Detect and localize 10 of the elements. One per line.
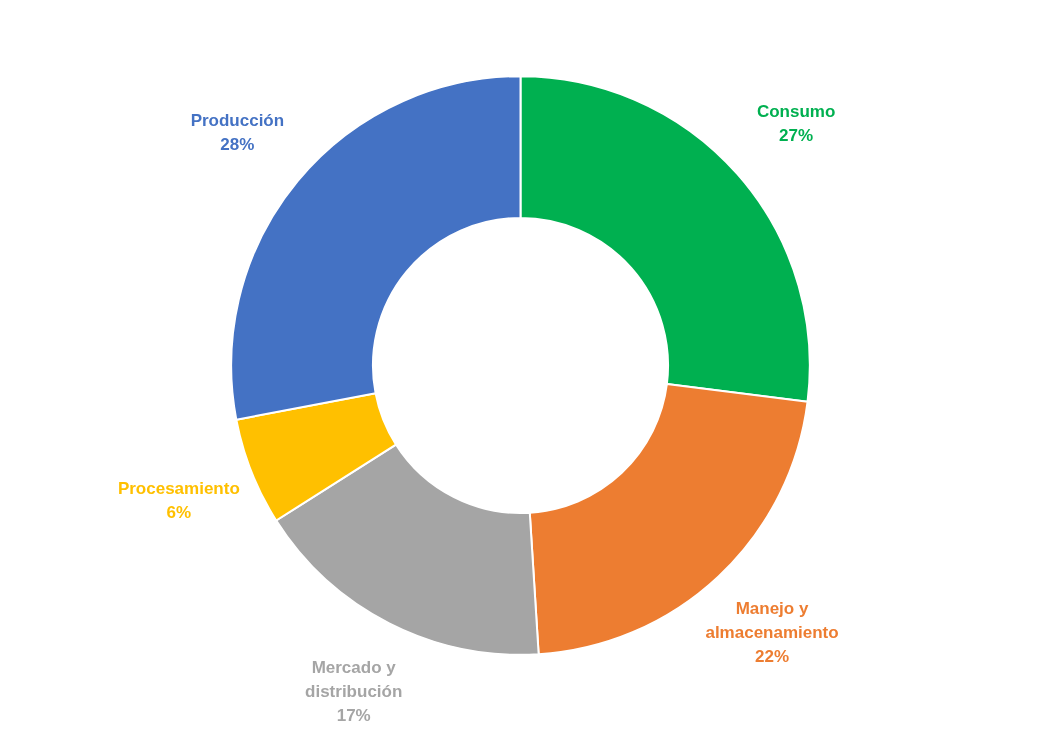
slice-label: Consumo: [756, 102, 836, 122]
data-label: 27%: [779, 125, 814, 145]
slice-label: Manejo y almacenamiento: [705, 599, 839, 642]
data-label: 28%: [220, 134, 255, 154]
slice-label: Procesamiento: [117, 478, 240, 498]
slice-label: Producción: [190, 110, 285, 130]
data-label: 22%: [755, 646, 790, 666]
data-label: 17%: [336, 705, 371, 725]
data-label: 6%: [166, 502, 192, 522]
slice-label: Mercado y distribución: [305, 658, 403, 702]
